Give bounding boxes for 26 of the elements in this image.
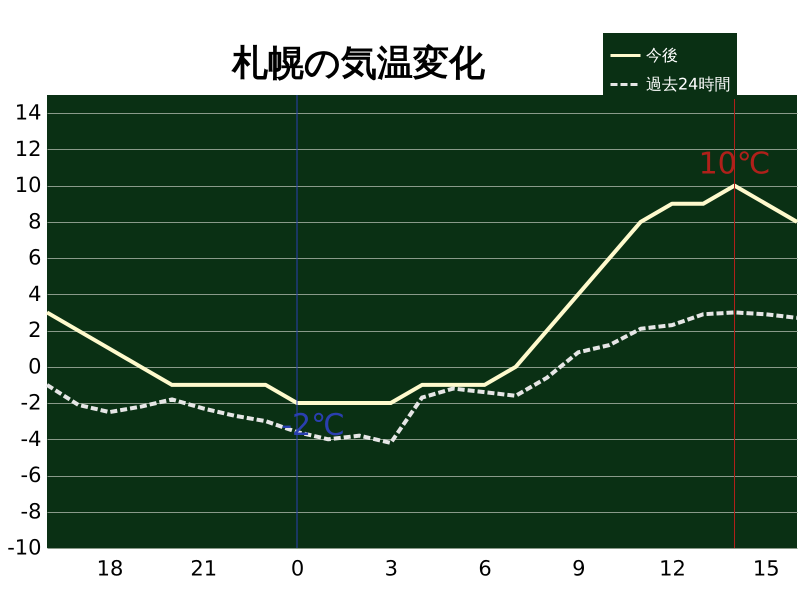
y-tick-label: 8 (28, 209, 42, 234)
x-tick-label: 21 (190, 556, 218, 580)
x-tick-label: 0 (290, 556, 304, 580)
y-tick-label: -4 (20, 426, 42, 451)
y-tick-label: -2 (20, 390, 42, 415)
y-tick-label: -6 (20, 463, 42, 488)
x-tick-label: 3 (384, 556, 398, 580)
y-tick-label: 2 (28, 318, 42, 342)
x-tick-label: 12 (659, 556, 686, 580)
y-tick-label: -10 (7, 536, 42, 560)
x-tick-label: 15 (752, 556, 780, 580)
x-tick-label: 6 (478, 556, 492, 580)
legend-label: 今後 (646, 46, 678, 64)
legend-label: 過去24時間 (646, 74, 730, 94)
x-tick-label: 9 (572, 556, 586, 580)
y-tick-label: 6 (28, 246, 42, 270)
y-tick-label: 0 (28, 354, 42, 378)
y-tick-label: 4 (28, 282, 42, 306)
line-series (45, 184, 799, 406)
line-series (45, 310, 799, 445)
y-tick-label: 14 (14, 100, 42, 125)
chart-title: 札幌の気温変化 (231, 43, 486, 84)
y-tick-label: 12 (14, 136, 42, 161)
x-tick-label: 18 (96, 556, 124, 580)
y-tick-label: 10 (14, 173, 42, 198)
y-tick-label: -8 (20, 499, 42, 524)
